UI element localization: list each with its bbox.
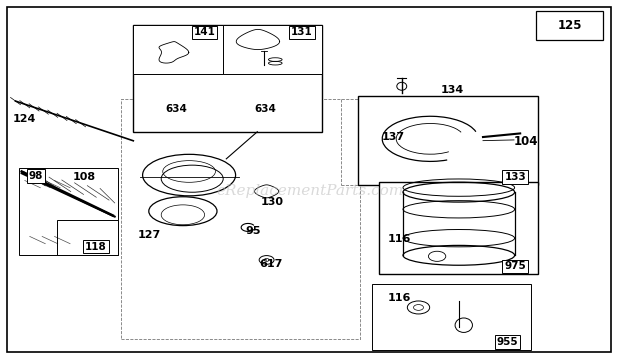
Text: eReplacementParts.com: eReplacementParts.com <box>216 184 404 198</box>
Text: 955: 955 <box>497 337 518 347</box>
Text: 116: 116 <box>388 234 411 244</box>
Text: 137: 137 <box>381 132 404 142</box>
Text: 116: 116 <box>388 293 411 303</box>
Text: 975: 975 <box>504 261 526 271</box>
Text: 118: 118 <box>85 242 107 252</box>
Text: 104: 104 <box>513 135 538 148</box>
Bar <box>536 11 603 40</box>
Text: 634: 634 <box>254 104 276 114</box>
Text: 141: 141 <box>193 27 216 38</box>
Bar <box>19 168 118 255</box>
Text: 127: 127 <box>138 230 161 240</box>
Bar <box>358 96 538 185</box>
Text: 131: 131 <box>291 27 313 38</box>
Text: 95: 95 <box>245 226 260 236</box>
Text: 134: 134 <box>440 85 463 95</box>
Bar <box>379 182 538 274</box>
Text: 98: 98 <box>29 171 43 181</box>
Bar <box>57 220 118 255</box>
Text: 133: 133 <box>504 172 526 182</box>
Bar <box>372 284 531 350</box>
Text: 634: 634 <box>166 104 187 114</box>
Bar <box>133 25 322 132</box>
Bar <box>121 99 360 339</box>
Text: 108: 108 <box>73 172 96 182</box>
Text: 125: 125 <box>557 19 582 32</box>
Bar <box>133 25 223 74</box>
Text: 130: 130 <box>260 197 283 207</box>
Text: 617: 617 <box>259 259 283 269</box>
Text: 124: 124 <box>12 114 36 124</box>
Bar <box>223 25 322 74</box>
